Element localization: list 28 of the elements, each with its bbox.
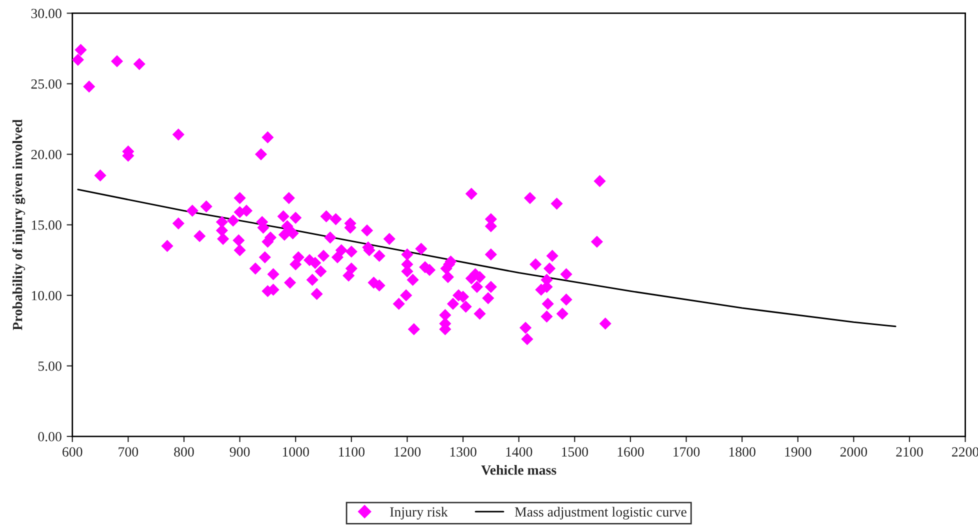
legend-label: Injury risk	[390, 506, 448, 520]
y-tick-label: 30.00	[31, 8, 62, 18]
x-tick-label: 1900	[785, 447, 812, 457]
x-tick-label: 1600	[618, 447, 644, 457]
y-tick-label: 20.00	[31, 150, 62, 160]
y-tick-label: 15.00	[32, 220, 62, 230]
x-tick-label: 800	[174, 447, 194, 457]
y-tick-label: 10.00	[32, 290, 62, 300]
x-tick-label: 900	[230, 447, 250, 457]
x-tick-label: 1400	[506, 447, 532, 457]
y-tick-label: 5.00	[38, 361, 62, 371]
y-axis-title: Probability of injury given involved	[12, 119, 26, 330]
x-tick-label: 1000	[282, 447, 309, 457]
x-tick-label: 1300	[450, 447, 476, 457]
x-tick-label: 1500	[562, 447, 588, 457]
y-tick-label: 25.00	[31, 79, 62, 89]
x-tick-label: 2100	[896, 447, 923, 457]
line-series	[77, 188, 896, 328]
legend-label: Mass adjustment logistic curve	[514, 506, 686, 520]
x-tick-label: 1100	[339, 447, 365, 457]
x-axis-title: Vehicle mass	[481, 464, 556, 475]
y-tick-label: 0.00	[38, 432, 62, 442]
x-tick-label: 1800	[729, 447, 756, 457]
x-tick-label: 1200	[394, 447, 421, 457]
x-tick-label: 1700	[674, 447, 700, 457]
x-tick-label: 2000	[840, 447, 868, 457]
x-tick-label: 600	[62, 447, 82, 457]
x-tick-label: 700	[118, 447, 138, 457]
